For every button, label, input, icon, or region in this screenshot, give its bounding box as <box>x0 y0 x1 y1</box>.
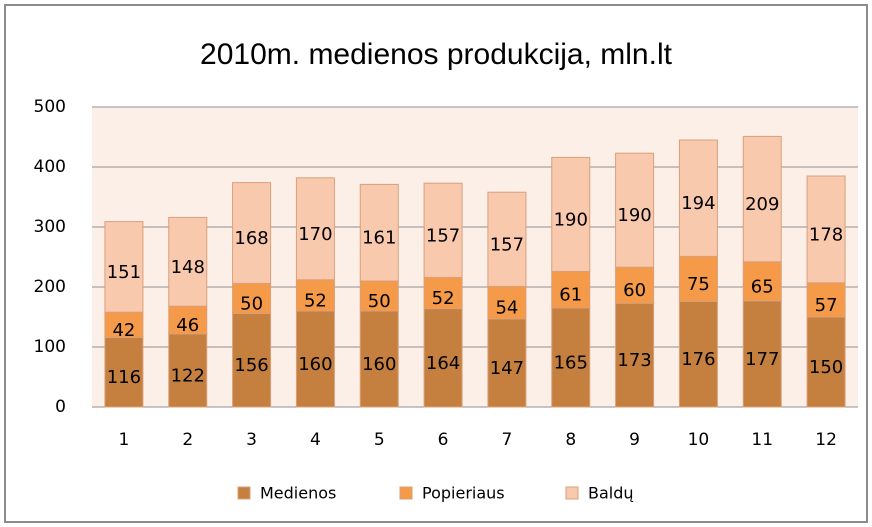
y-tick-label: 200 <box>34 277 66 297</box>
x-tick-label: 4 <box>310 430 321 450</box>
bar-segment <box>168 216 208 307</box>
bar-segment <box>551 307 591 408</box>
plot-area <box>92 107 858 407</box>
value-label: 170 <box>298 224 332 245</box>
value-label: 57 <box>815 295 838 316</box>
bar-segment <box>232 182 272 284</box>
value-label: 194 <box>681 193 715 214</box>
x-tick-label: 11 <box>751 430 773 450</box>
chart-title: 2010m. medienos produkcija, mln.lt <box>200 38 673 71</box>
value-label: 52 <box>432 288 455 309</box>
value-label: 60 <box>623 280 646 301</box>
value-label: 50 <box>240 293 263 314</box>
value-label: 50 <box>368 291 391 312</box>
x-tick-label: 2 <box>182 430 193 450</box>
value-label: 160 <box>298 354 332 375</box>
value-label: 160 <box>362 354 396 375</box>
value-label: 116 <box>107 367 141 388</box>
bar-segment <box>742 261 782 302</box>
value-label: 52 <box>304 290 327 311</box>
y-tick-label: 300 <box>34 217 66 237</box>
x-tick-label: 12 <box>815 430 837 450</box>
bar-segment <box>423 276 463 310</box>
value-label: 75 <box>687 274 710 295</box>
legend-label: Medienos <box>260 484 336 503</box>
value-label: 157 <box>490 234 524 255</box>
value-label: 46 <box>176 315 199 336</box>
legend-swatch <box>565 486 579 500</box>
bar-segment <box>806 316 846 408</box>
value-label: 164 <box>426 353 460 374</box>
bar-segment <box>104 221 144 313</box>
value-label: 42 <box>112 320 135 341</box>
x-tick-label: 5 <box>374 430 385 450</box>
value-label: 165 <box>554 353 588 374</box>
x-tick-label: 9 <box>629 430 640 450</box>
value-label: 61 <box>559 285 582 306</box>
bar-segment <box>423 182 463 278</box>
value-label: 190 <box>617 205 651 226</box>
bar-segment <box>359 280 399 312</box>
bar-segment <box>295 177 335 281</box>
bar-segment <box>232 282 272 314</box>
bar-segment <box>359 183 399 282</box>
value-label: 147 <box>490 358 524 379</box>
value-label: 177 <box>745 349 779 370</box>
bar-segment <box>232 312 272 408</box>
value-label: 148 <box>171 257 205 278</box>
x-tick-label: 8 <box>565 430 576 450</box>
bar-segment <box>487 318 527 408</box>
value-label: 209 <box>745 194 779 215</box>
bar-segment <box>615 302 655 408</box>
x-tick-label: 1 <box>119 430 130 450</box>
bar-segment <box>104 336 144 408</box>
y-tick-label: 100 <box>34 337 66 357</box>
bar-segment <box>551 156 591 272</box>
y-tick-label: 500 <box>34 97 66 117</box>
legend-label: Baldų <box>588 484 634 503</box>
x-tick-label: 7 <box>502 430 513 450</box>
bar-segment <box>806 175 846 284</box>
value-label: 157 <box>426 225 460 246</box>
bar-segment <box>678 139 718 257</box>
bar-segment <box>359 310 399 408</box>
x-tick-label: 10 <box>688 430 710 450</box>
value-label: 65 <box>751 276 774 297</box>
value-label: 178 <box>809 224 843 245</box>
value-label: 190 <box>554 209 588 230</box>
legend-swatch <box>237 486 251 500</box>
value-label: 161 <box>362 228 396 249</box>
legend-swatch <box>399 486 413 500</box>
value-label: 54 <box>495 298 518 319</box>
bar-segment <box>551 270 591 309</box>
x-tick-label: 3 <box>246 430 257 450</box>
bar-segment <box>678 300 718 408</box>
value-label: 173 <box>617 350 651 371</box>
bar-segment <box>615 152 655 268</box>
y-tick-label: 0 <box>55 397 66 417</box>
value-label: 168 <box>234 228 268 249</box>
y-tick-label: 400 <box>34 157 66 177</box>
value-label: 156 <box>234 355 268 376</box>
value-label: 122 <box>171 365 205 386</box>
value-label: 176 <box>681 349 715 370</box>
x-tick-label: 6 <box>438 430 449 450</box>
legend-label: Popieriaus <box>422 484 505 503</box>
bar-segment <box>487 285 527 320</box>
bar-segment <box>615 266 655 304</box>
value-label: 151 <box>107 262 141 283</box>
bar-segment <box>487 191 527 287</box>
bar-segment <box>423 308 463 408</box>
bar-segment <box>168 305 208 335</box>
value-label: 150 <box>809 357 843 378</box>
bar-segment <box>742 135 782 263</box>
bar-segment <box>295 279 335 312</box>
